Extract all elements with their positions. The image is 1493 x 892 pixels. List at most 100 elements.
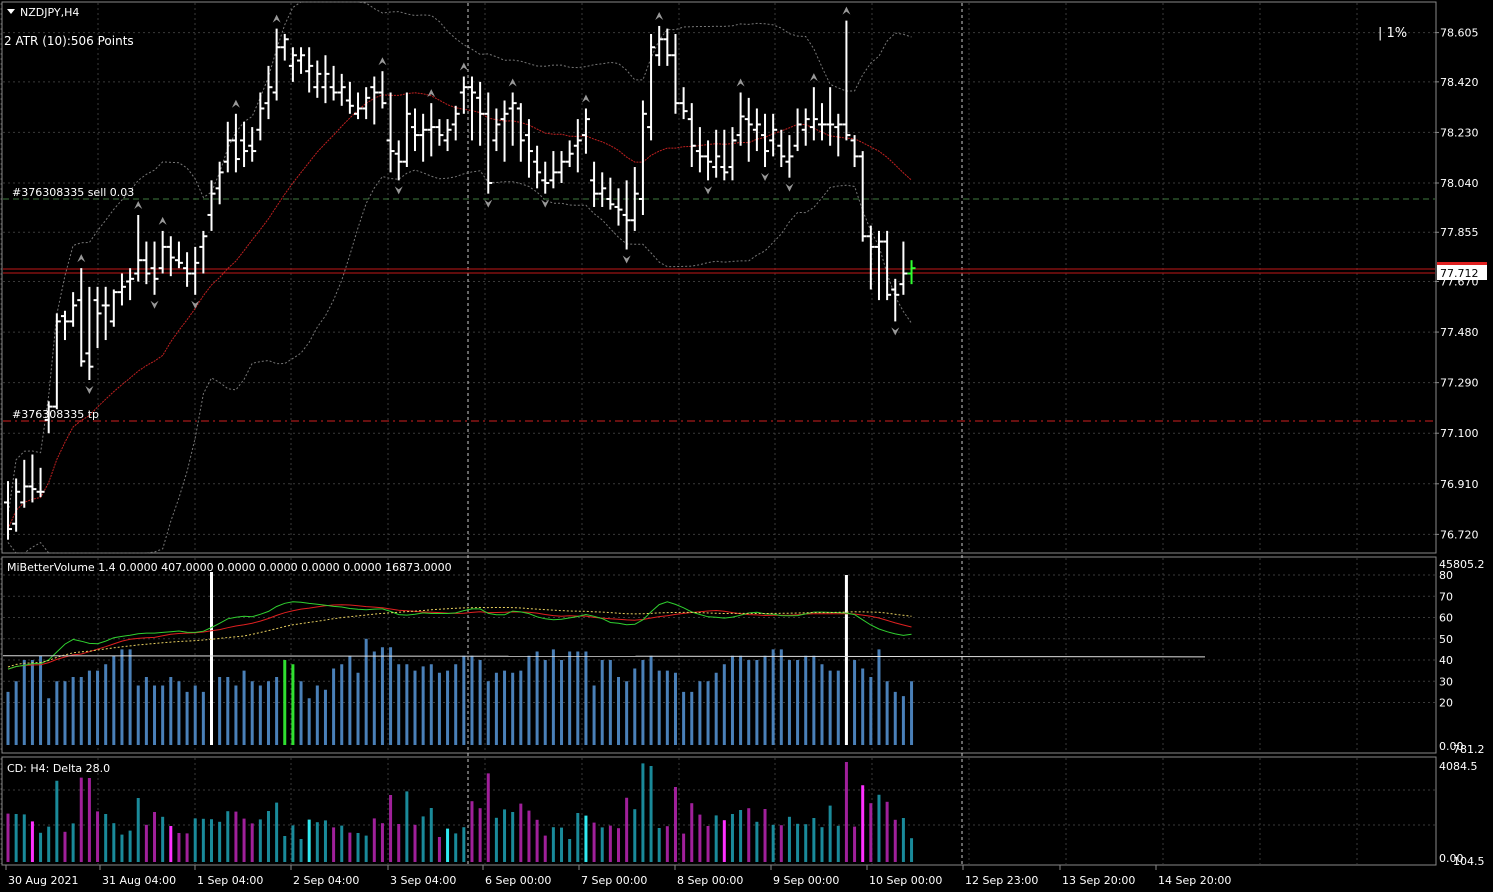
volume-bottom-value-2: 781.2 (1453, 743, 1485, 756)
ohlc-bar (785, 135, 794, 178)
ohlc-bar (345, 81, 354, 114)
ohlc-bar (671, 33, 680, 114)
ohlc-bar (44, 401, 53, 434)
ohlc-bar (174, 241, 183, 269)
moving-average-line (7, 92, 912, 530)
delta-panel-border (1, 756, 1437, 866)
ohlc-bar (899, 241, 908, 295)
volume-axis-label: 70 (1439, 590, 1453, 603)
ohlc-bar (712, 129, 721, 178)
current-price-tag (1437, 265, 1487, 280)
fractal-down-arrow (891, 327, 900, 336)
ohlc-bar (443, 119, 452, 152)
ohlc-bar (451, 105, 460, 141)
ohlc-bar (695, 127, 704, 173)
fractal-up-arrow (272, 14, 281, 23)
ohlc-bar (573, 119, 582, 173)
price-axis-label: 77.480 (1440, 326, 1479, 339)
ohlc-bar (630, 167, 639, 231)
ohlc-bar (321, 55, 330, 104)
time-axis-label: 2 Sep 04:00 (293, 874, 359, 887)
main-panel-border (1, 1, 1437, 554)
sell-order-label[interactable]: #376308335 sell 0.03 (12, 186, 134, 199)
fractal-down-arrow (191, 300, 200, 309)
fractal-up-arrow (842, 6, 851, 15)
fractal-down-arrow (785, 183, 794, 192)
time-axis-label: 12 Sep 23:00 (965, 874, 1038, 887)
ohlc-bar (248, 127, 257, 162)
ohlc-bar (736, 92, 745, 146)
percent-label: | 1% (1378, 26, 1407, 41)
ohlc-bar (614, 188, 623, 226)
ohlc-bar (826, 87, 835, 146)
time-axis-label: 8 Sep 00:00 (677, 874, 743, 887)
ohlc-bar (93, 286, 102, 349)
ohlc-bar (663, 28, 672, 66)
ohlc-bar (842, 20, 851, 141)
volume-ma-yellow-line (7, 606, 912, 668)
ohlc-bar (313, 60, 322, 98)
ohlc-bar (752, 108, 761, 152)
volume-axis: 80 70 60 50 40 30 20 (1439, 569, 1453, 710)
ohlc-bar (524, 119, 533, 178)
ohlc-bar (85, 286, 94, 380)
fractal-down-arrow (150, 300, 159, 309)
volume-axis-label: 80 (1439, 569, 1453, 582)
ohlc-bar (720, 129, 729, 181)
volume-grid (0, 558, 1435, 752)
price-axis-label: 77.855 (1440, 226, 1479, 239)
ohlc-bar (158, 230, 167, 274)
ohlc-bar (77, 268, 86, 367)
price-axis-label: 76.720 (1440, 528, 1479, 541)
ohlc-bar (191, 246, 200, 295)
ohlc-bar (492, 108, 501, 152)
ohlc-bar (378, 71, 387, 109)
ohlc-bar (606, 177, 615, 210)
price-axis-label: 76.910 (1440, 478, 1479, 491)
delta-bottom-value-2: 104.5 (1453, 855, 1485, 868)
time-axis-label: 30 Aug 2021 (8, 874, 78, 887)
tp-order-label[interactable]: #376308335 tp (12, 408, 99, 421)
ohlc-bar (101, 286, 110, 341)
ohlc-bar (28, 454, 37, 503)
time-axis-label: 3 Sep 04:00 (390, 874, 456, 887)
volume-bars (6, 572, 914, 745)
delta-grid (0, 758, 1435, 864)
fractal-down-arrow (704, 186, 713, 195)
fractal-up-arrow (231, 99, 240, 108)
fractal-up-arrow (134, 200, 143, 209)
ohlc-bar (565, 140, 574, 168)
volume-ma-red-line (7, 604, 912, 670)
ohlc-bar (150, 241, 159, 295)
ohlc-bar (655, 25, 664, 66)
ohlc-bar (386, 92, 395, 173)
ohlc-bar (134, 214, 143, 282)
ohlc-bar (329, 65, 338, 101)
ohlc-bar (264, 65, 273, 120)
time-axis-label: 10 Sep 00:00 (869, 874, 942, 887)
ohlc-bar (215, 161, 224, 205)
ohlc-bar (598, 172, 607, 207)
delta-top-value: 4084.5 (1439, 760, 1478, 773)
ohlc-bar (809, 87, 818, 141)
fractal-down-arrow (761, 173, 770, 182)
ohlc-bar (679, 87, 688, 120)
ohlc-bar (4, 481, 12, 540)
ohlc-bar (280, 33, 289, 61)
ohlc-bar (419, 113, 428, 162)
volume-axis-label: 20 (1439, 697, 1453, 710)
ohlc-bar (777, 129, 786, 168)
delta-bottom-value: 0.00 (1439, 852, 1464, 865)
time-axis-label: 31 Aug 04:00 (102, 874, 176, 887)
fractal-down-arrow (484, 199, 493, 208)
ohlc-bar (370, 76, 379, 125)
dropdown-triangle-icon[interactable] (7, 9, 15, 14)
ohlc-bar (117, 273, 126, 306)
ohlc-bar (231, 113, 240, 173)
bollinger-lower-line (7, 169, 912, 554)
atr-label: 2 ATR (10):506 Points (4, 34, 134, 48)
ohlc-bar (240, 121, 249, 168)
price-axis-label: 78.605 (1440, 27, 1479, 40)
ohlc-bar (394, 140, 403, 181)
